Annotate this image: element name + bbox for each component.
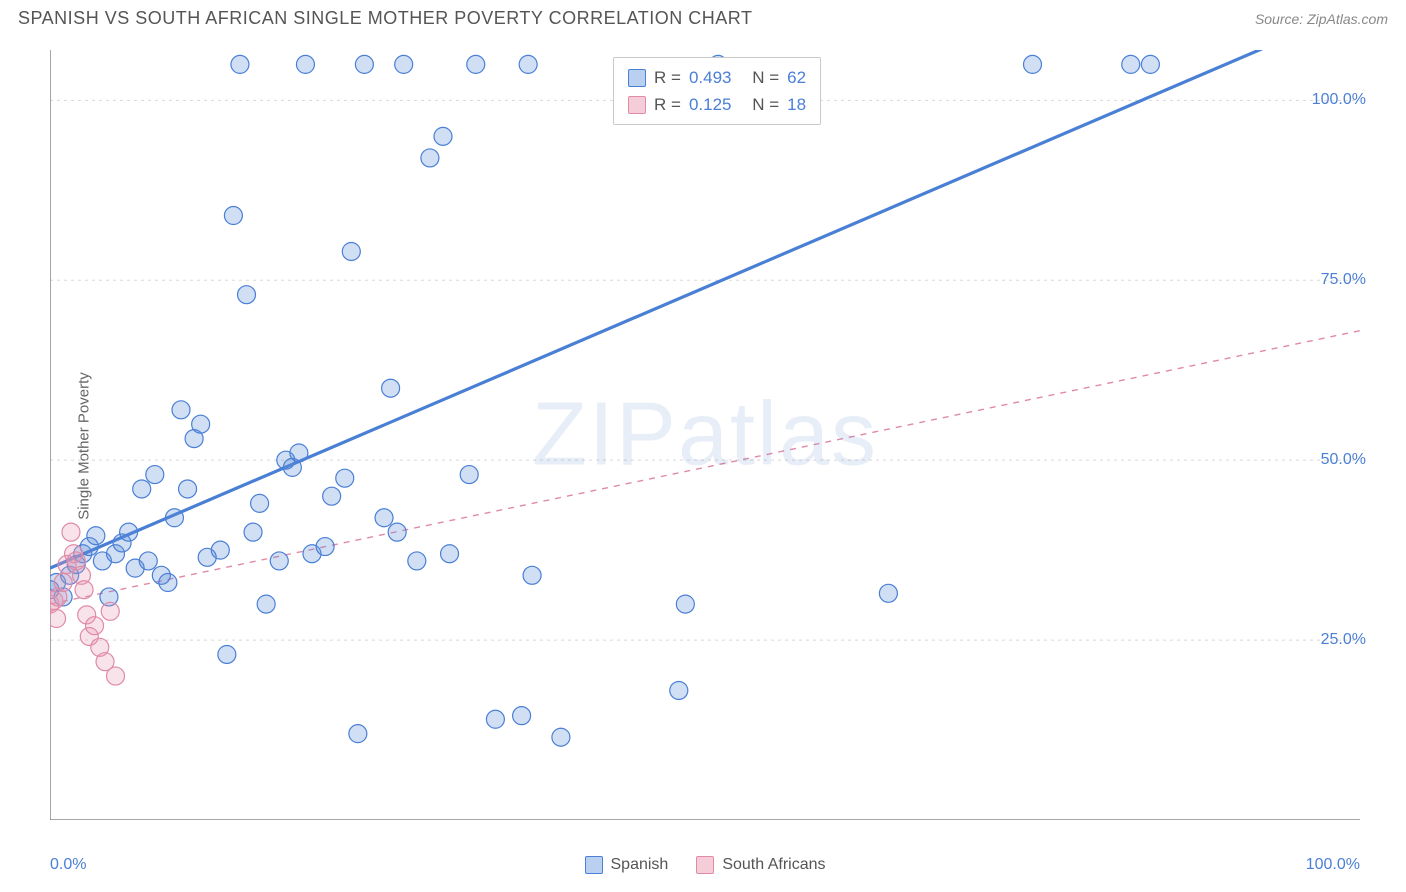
legend-swatch [628,69,646,87]
n-label: N = [752,64,779,91]
series-legend: Spanish South Africans [50,856,1360,874]
r-value: 0.125 [689,91,732,118]
r-label: R = [654,64,681,91]
r-label: R = [654,91,681,118]
legend-item-spanish: Spanish [585,856,669,874]
chart-container: SPANISH VS SOUTH AFRICAN SINGLE MOTHER P… [0,0,1406,892]
legend-label: Spanish [611,856,669,874]
legend-label: South Africans [722,856,825,874]
chart-title: SPANISH VS SOUTH AFRICAN SINGLE MOTHER P… [18,8,752,29]
chart-header: SPANISH VS SOUTH AFRICAN SINGLE MOTHER P… [18,8,1388,29]
legend-swatch [585,856,603,874]
correlation-legend: R = 0.493 N = 62 R = 0.125 N = 18 [613,57,821,125]
legend-swatch [628,96,646,114]
n-value: 18 [787,91,806,118]
correlation-legend-row: R = 0.125 N = 18 [628,91,806,118]
n-label: N = [752,91,779,118]
correlation-legend-row: R = 0.493 N = 62 [628,64,806,91]
legend-swatch [696,856,714,874]
legend-item-south-africans: South Africans [696,856,825,874]
scatter-plot-svg [50,50,1360,820]
source-label: Source: ZipAtlas.com [1255,11,1388,27]
r-value: 0.493 [689,64,732,91]
plot-area: ZIPatlas [50,50,1360,820]
n-value: 62 [787,64,806,91]
